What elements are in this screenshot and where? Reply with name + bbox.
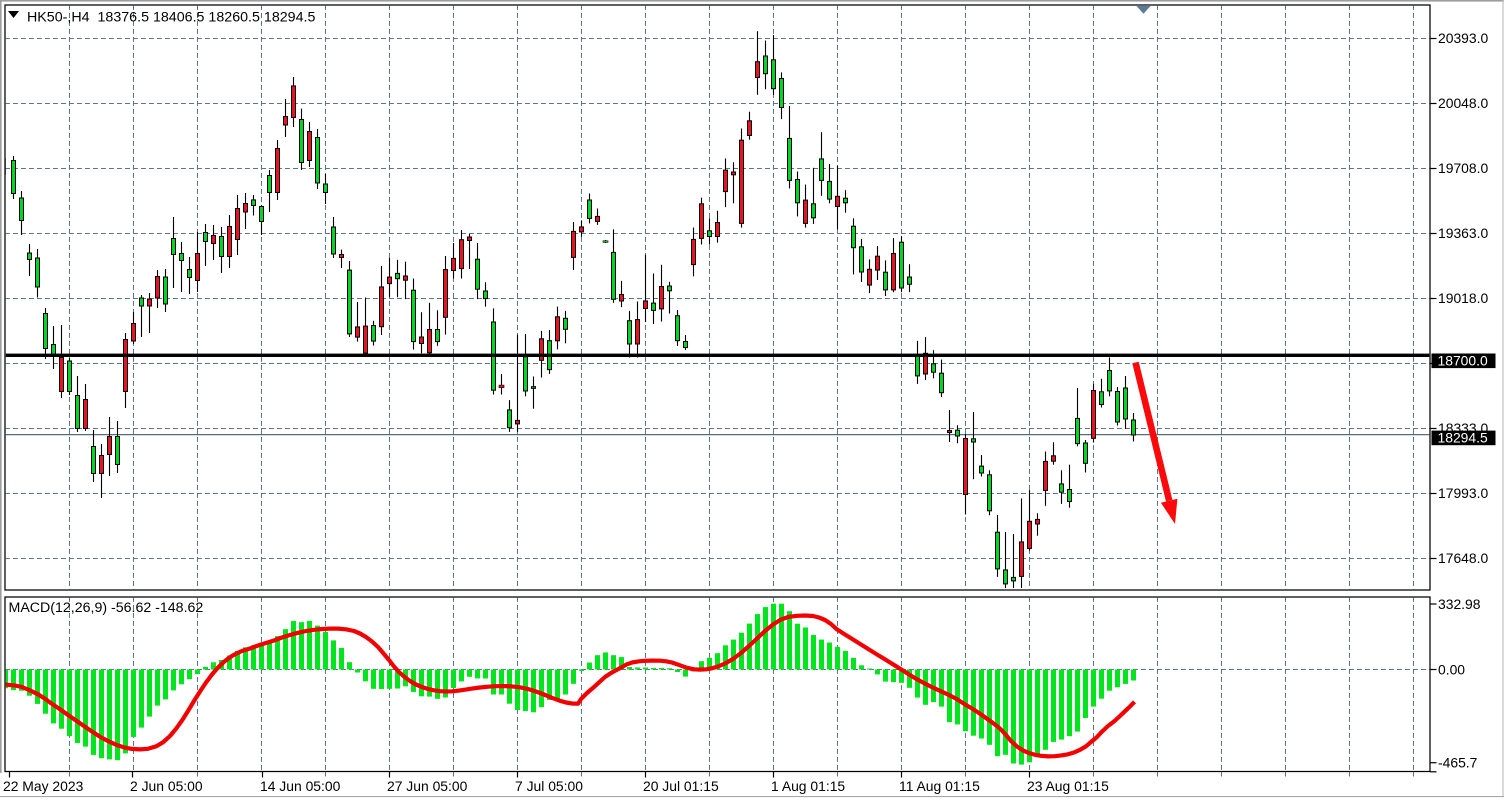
svg-text:18294.5: 18294.5 (1438, 430, 1488, 446)
svg-text:20393.0: 20393.0 (1438, 30, 1488, 46)
svg-text:17648.0: 17648.0 (1438, 550, 1488, 566)
svg-text:20 Jul 01:15: 20 Jul 01:15 (643, 778, 719, 794)
svg-text:27 Jun 05:00: 27 Jun 05:00 (387, 778, 468, 794)
svg-text:17993.0: 17993.0 (1438, 485, 1488, 501)
svg-text:332.98: 332.98 (1438, 596, 1481, 612)
svg-text:14 Jun 05:00: 14 Jun 05:00 (260, 778, 341, 794)
svg-text:MACD(12,26,9) -56.62 -148.62: MACD(12,26,9) -56.62 -148.62 (9, 600, 204, 616)
svg-text:20048.0: 20048.0 (1438, 95, 1488, 111)
svg-text:23 Aug 01:15: 23 Aug 01:15 (1027, 778, 1109, 794)
svg-text:-465.7: -465.7 (1438, 755, 1478, 771)
svg-text:19708.0: 19708.0 (1438, 160, 1488, 176)
svg-text:11 Aug 01:15: 11 Aug 01:15 (899, 778, 980, 794)
svg-text:22 May 2023: 22 May 2023 (3, 778, 84, 794)
svg-text:1 Aug 01:15: 1 Aug 01:15 (771, 778, 845, 794)
svg-text:19018.0: 19018.0 (1438, 290, 1488, 306)
svg-text:0.00: 0.00 (1438, 661, 1465, 677)
svg-text:19363.0: 19363.0 (1438, 225, 1488, 241)
svg-text:2 Jun 05:00: 2 Jun 05:00 (130, 778, 203, 794)
svg-text:HK50-,H4 18376.5 18406.5 1826: HK50-,H4 18376.5 18406.5 18260.5 18294.5 (27, 9, 315, 25)
svg-text:7 Jul 05:00: 7 Jul 05:00 (515, 778, 583, 794)
svg-text:18700.0: 18700.0 (1438, 353, 1488, 369)
